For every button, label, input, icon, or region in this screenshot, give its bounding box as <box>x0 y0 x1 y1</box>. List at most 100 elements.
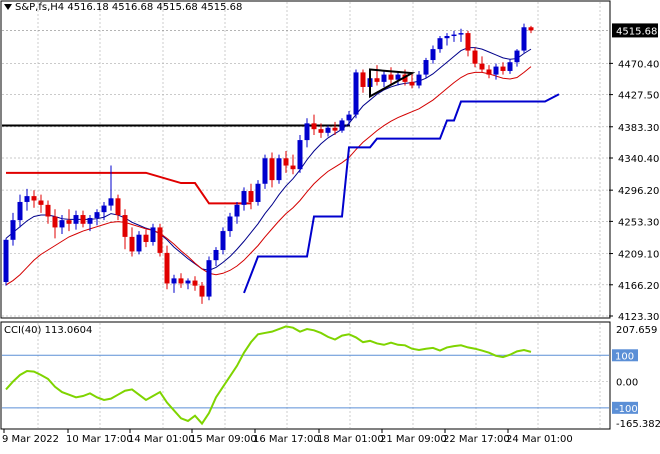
candle-body <box>3 239 9 283</box>
candle-body <box>164 252 170 284</box>
ma-upper-line <box>5 47 532 271</box>
price-label: 4340.40 <box>618 154 659 165</box>
low-value: 4515.68 <box>156 2 198 13</box>
candle-body <box>199 285 205 297</box>
candle-body <box>339 120 345 131</box>
candle-body <box>276 158 282 181</box>
blue-step-line <box>243 93 560 294</box>
indicator-name: CCI(40) <box>4 325 42 336</box>
time-label: 24 Mar 01:00 <box>506 434 573 445</box>
candle-body <box>528 27 534 31</box>
candle-body <box>388 74 394 80</box>
candle-body <box>430 49 436 61</box>
price-label: 4470.40 <box>618 59 659 70</box>
time-label: 14 Mar 01:00 <box>128 434 195 445</box>
candle-body <box>486 69 492 75</box>
candle-body <box>129 236 135 252</box>
candle-body <box>101 205 107 213</box>
candle-body <box>479 63 485 70</box>
time-label: 22 Mar 17:00 <box>443 434 510 445</box>
candle-body <box>500 66 506 71</box>
candle-body <box>94 212 100 218</box>
time-label: 21 Mar 09:00 <box>380 434 447 445</box>
time-label: 18 Mar 01:00 <box>317 434 384 445</box>
candle-body <box>80 215 86 224</box>
cci-axis: 207.659 100 0.00 -100 -165.3823 <box>612 325 660 430</box>
candle-body <box>45 204 51 217</box>
candle-body <box>87 217 93 224</box>
cci-level-label: -100 <box>615 404 638 415</box>
candle-body <box>507 62 513 71</box>
indicator-panel-frame <box>0 321 611 430</box>
candle-body <box>59 220 65 228</box>
red-step-line <box>6 171 251 205</box>
candle-body <box>234 204 240 217</box>
candle-body <box>206 260 212 297</box>
indicator-value: 113.0604 <box>44 325 93 336</box>
high-value: 4516.68 <box>111 2 154 13</box>
cci-series-line <box>5 325 532 426</box>
candle-body <box>444 36 450 39</box>
time-label: 15 Mar 09:00 <box>190 434 257 445</box>
candle-body <box>241 191 247 205</box>
candle-body <box>17 201 23 221</box>
close-value: 4515.68 <box>200 2 243 13</box>
current-price-label: 4515.68 <box>616 26 657 37</box>
cci-line <box>2 325 609 426</box>
candle-body <box>521 27 527 51</box>
candle-body <box>416 74 422 86</box>
candle-body <box>262 158 268 184</box>
candle-body <box>143 234 149 242</box>
ma-lower-line <box>5 66 532 286</box>
candle-body <box>52 216 58 228</box>
candle-body <box>465 33 471 51</box>
price-label: 4296.20 <box>618 186 659 197</box>
candle-body <box>332 127 338 131</box>
candle-body <box>220 231 226 250</box>
cci-axis-label: 207.659 <box>616 325 657 336</box>
candle-body <box>66 220 72 224</box>
candle-body <box>171 278 177 284</box>
candle-body <box>136 234 142 252</box>
candle-body <box>381 74 387 82</box>
price-panel-frame <box>0 0 611 319</box>
candle-body <box>451 34 457 37</box>
candle-body <box>297 140 303 170</box>
candle-body <box>73 215 79 224</box>
grid <box>2 2 609 428</box>
chart-header[interactable]: S&P,fs,H4 4516.18 4516.68 4515.68 4515.6… <box>4 2 242 13</box>
candle-body <box>185 280 191 284</box>
candle-body <box>255 183 261 202</box>
time-label: 16 Mar 17:00 <box>253 434 320 445</box>
candle-body <box>290 165 296 170</box>
triangle-drawing[interactable] <box>369 68 416 99</box>
candle-body <box>409 81 415 86</box>
candle-body <box>360 72 366 87</box>
candle-body <box>325 127 331 133</box>
dropdown-triangle-icon[interactable] <box>4 4 12 10</box>
candle-body <box>192 280 198 286</box>
candle-body <box>311 123 317 130</box>
current-price-badge <box>612 23 658 38</box>
price-label: 4209.10 <box>618 250 659 261</box>
candle-body <box>31 196 37 201</box>
candle-body <box>374 78 380 82</box>
candle-body <box>402 74 408 82</box>
candles <box>3 23 534 304</box>
candle-body <box>227 216 233 232</box>
cci-level-badge <box>612 401 638 414</box>
candle-body <box>472 50 478 64</box>
price-axis: 4515.68 4470.40 4427.50 4383.30 4340.40 4296.… <box>609 23 659 323</box>
candle-body <box>150 227 156 242</box>
candle-body <box>10 220 16 240</box>
candle-body <box>318 129 324 133</box>
price-label: 4427.50 <box>618 91 659 102</box>
candle-body <box>514 50 520 63</box>
candle-body <box>346 114 352 121</box>
candle-body <box>395 74 401 80</box>
candle-body <box>157 227 163 253</box>
symbol-label: S&P,fs,H4 <box>15 2 65 13</box>
candle-body <box>115 198 121 216</box>
